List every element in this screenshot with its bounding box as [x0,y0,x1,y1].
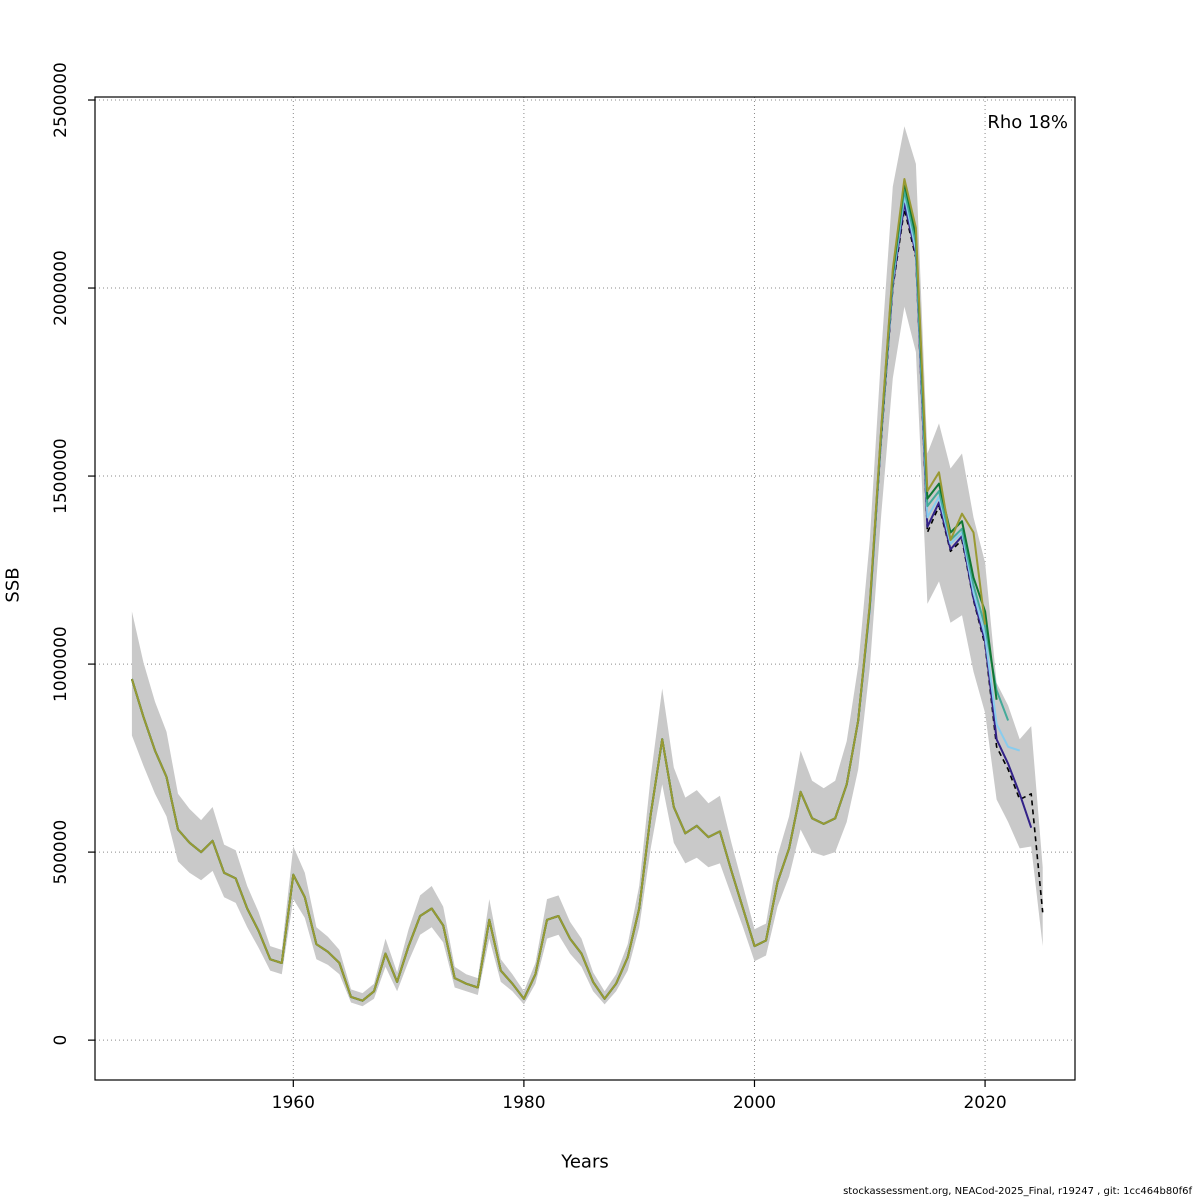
svg-text:2500000: 2500000 [51,62,71,138]
svg-text:1500000: 1500000 [51,438,71,514]
svg-text:2000: 2000 [733,1093,776,1113]
svg-text:1980: 1980 [502,1093,545,1113]
svg-text:500000: 500000 [51,820,71,885]
y-axis-title: SSB [2,567,24,603]
svg-text:0: 0 [51,1035,71,1046]
footer-credit: stockassessment.org, NEACod-2025_Final, … [843,1186,1192,1197]
svg-text:1960: 1960 [272,1093,315,1113]
x-axis-title: Years [561,1151,609,1173]
rho-annotation: Rho 18% [987,112,1068,133]
svg-text:2020: 2020 [963,1093,1006,1113]
svg-text:2000000: 2000000 [51,250,71,326]
svg-text:1000000: 1000000 [51,626,71,702]
